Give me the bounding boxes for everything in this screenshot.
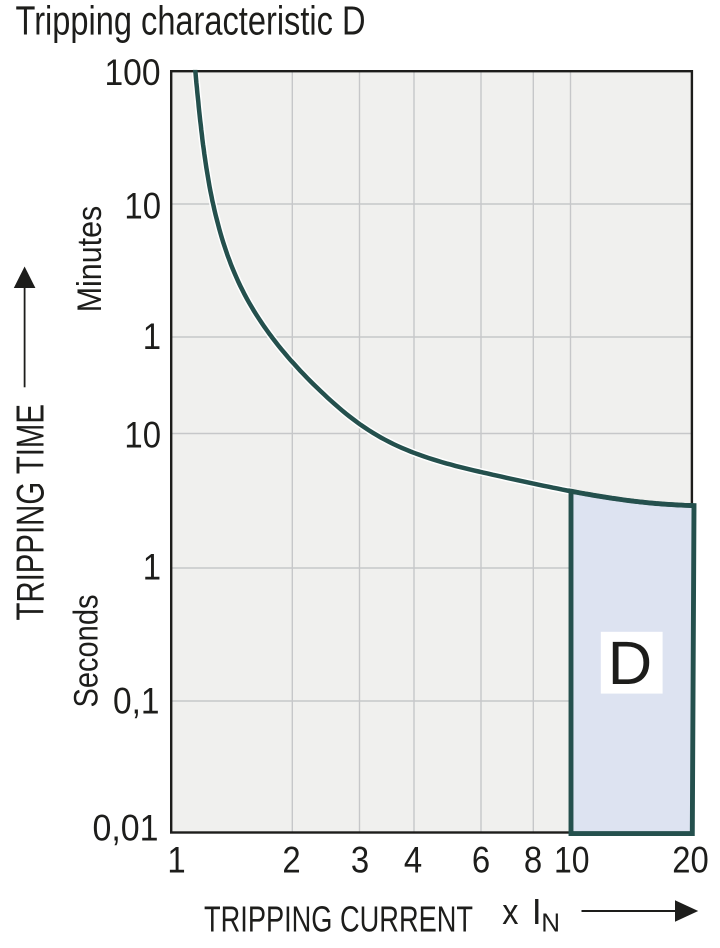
svg-text:100: 100 <box>105 52 161 93</box>
svg-text:TRIPPING TIME: TRIPPING TIME <box>10 404 53 621</box>
svg-text:TRIPPING CURRENT: TRIPPING CURRENT <box>204 899 473 940</box>
svg-text:0,1: 0,1 <box>113 681 160 722</box>
svg-text:10: 10 <box>124 415 161 456</box>
svg-text:D: D <box>608 629 652 698</box>
svg-text:4: 4 <box>404 840 422 881</box>
svg-text:I: I <box>532 891 542 932</box>
svg-text:x: x <box>502 891 518 932</box>
svg-text:2: 2 <box>282 840 300 881</box>
svg-text:20: 20 <box>672 840 709 881</box>
svg-text:10: 10 <box>554 840 590 881</box>
svg-text:1: 1 <box>143 316 161 357</box>
svg-text:10: 10 <box>124 185 161 226</box>
svg-text:1: 1 <box>167 840 185 881</box>
svg-text:6: 6 <box>472 840 490 881</box>
svg-text:3: 3 <box>351 840 369 881</box>
svg-text:1: 1 <box>143 547 161 588</box>
svg-text:Tripping characteristic D: Tripping characteristic D <box>16 0 366 44</box>
svg-text:Seconds: Seconds <box>68 595 106 708</box>
svg-text:8: 8 <box>524 840 542 881</box>
svg-text:N: N <box>541 908 560 938</box>
svg-text:0,01: 0,01 <box>93 808 159 849</box>
svg-text:Minutes: Minutes <box>71 206 109 313</box>
